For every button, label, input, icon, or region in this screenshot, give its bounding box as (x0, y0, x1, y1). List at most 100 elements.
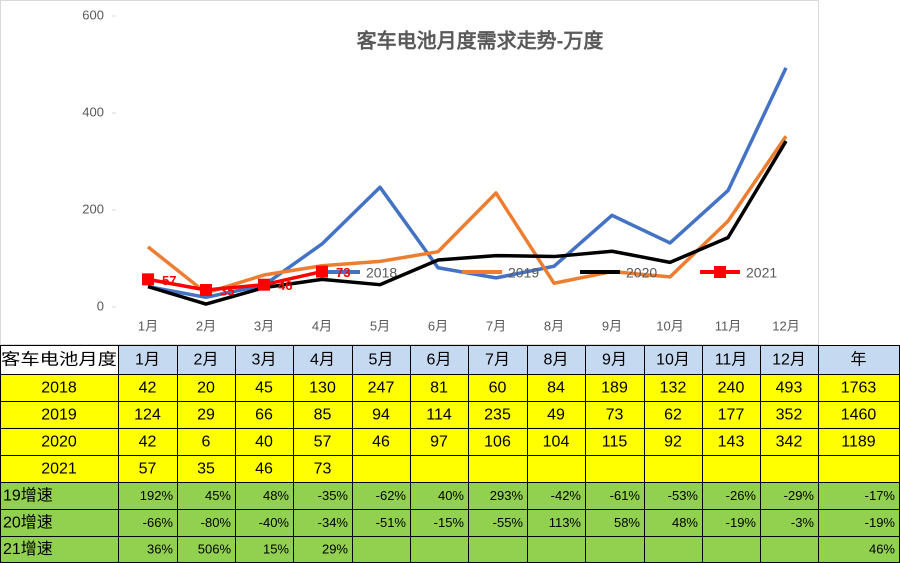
legend-marker (714, 266, 726, 278)
table-cell (527, 536, 586, 563)
table-value: -19% (726, 515, 757, 530)
table-cell (585, 428, 645, 456)
legend-label: 2019 (508, 265, 539, 281)
table-value: -15% (434, 515, 465, 530)
table-cell (818, 401, 900, 429)
y-tick-label: 400 (82, 104, 104, 119)
table-value: 124 (134, 407, 161, 424)
table-value: 21增速 (3, 540, 53, 558)
data-label: 46 (278, 278, 292, 293)
table-cell (760, 374, 819, 402)
table-value: 29 (197, 407, 215, 424)
table-cell (468, 428, 528, 456)
x-tick-label: 6月 (428, 318, 448, 333)
table-cell (235, 536, 294, 563)
table-header: 4月 (310, 352, 335, 369)
table-cell (293, 374, 353, 402)
table-header: 9月 (602, 352, 627, 369)
table-cell (118, 428, 178, 456)
table-value: 46% (869, 541, 895, 556)
table-cell (585, 374, 645, 402)
table-value: 115 (602, 434, 628, 451)
table-value: 94 (372, 407, 390, 424)
table-cell (177, 482, 236, 510)
table-value: 35 (197, 461, 215, 478)
table-value: 46 (255, 461, 273, 478)
table-cell (118, 345, 178, 375)
table-cell (644, 401, 703, 429)
table-cell (410, 536, 469, 563)
table-value: 60 (489, 380, 507, 397)
table-value: 247 (368, 380, 395, 397)
legend-label: 2018 (366, 265, 397, 281)
table-value: -61% (610, 488, 641, 503)
table-value: 235 (484, 407, 511, 424)
table-header: 3月 (252, 352, 277, 369)
table-value: 36% (147, 541, 173, 556)
table-value: 342 (776, 434, 803, 451)
x-tick-label: 10月 (656, 318, 683, 333)
table-cell (585, 509, 645, 537)
table-value: 1763 (841, 380, 877, 397)
series-marker (142, 273, 154, 286)
series-marker (200, 284, 212, 297)
table-cell (235, 345, 294, 375)
table-value: 1460 (841, 407, 877, 424)
table-cell (235, 509, 294, 537)
x-tick-label: 9月 (602, 318, 622, 333)
table-value: 114 (426, 407, 452, 424)
table-value: 81 (430, 380, 448, 397)
table-value: -40% (259, 515, 290, 530)
table-value: 189 (601, 380, 628, 397)
table-cell (293, 482, 353, 510)
table-cell (644, 455, 703, 483)
table-value: -34% (318, 515, 349, 530)
series-line (146, 135, 788, 295)
table-value: 106 (484, 434, 511, 451)
chart-area (0, 0, 819, 345)
table-cell (818, 455, 900, 483)
table-value: 48% (263, 488, 289, 503)
table-value: 177 (718, 407, 745, 424)
table-cell (177, 401, 236, 429)
table-cell (585, 536, 645, 563)
table-cell (468, 374, 528, 402)
series-line (147, 140, 788, 306)
table-value: -17% (865, 488, 896, 503)
table-value: -66% (143, 515, 174, 530)
data-label: 35 (220, 283, 234, 298)
table-cell (702, 401, 761, 429)
table-cell (702, 482, 761, 510)
table-cell (644, 536, 703, 563)
x-tick-label: 12月 (772, 318, 799, 333)
table-value: 293% (490, 488, 524, 503)
table-cell (585, 401, 645, 429)
table-value: 104 (543, 434, 570, 451)
table-value: 506% (198, 541, 232, 556)
table-header: 6月 (427, 352, 452, 369)
table-value: 57 (139, 461, 157, 478)
table-value: -35% (318, 488, 349, 503)
legend-label: 2021 (746, 265, 777, 281)
table-value: 20增速 (3, 514, 53, 532)
table-cell (177, 536, 236, 563)
table-cell (468, 509, 528, 537)
x-tick-label: 4月 (312, 318, 332, 333)
x-tick-label: 11月 (715, 318, 742, 333)
table-cell (468, 536, 528, 563)
table-value: 29% (322, 541, 348, 556)
table-value: 84 (547, 380, 565, 397)
table-cell (760, 345, 819, 375)
chart-title: 客车电池月度需求走势-万度 (356, 28, 605, 52)
table-header: 12月 (772, 352, 806, 369)
table-value: 2021 (41, 461, 77, 478)
table-cell (644, 482, 703, 510)
y-tick-label: 600 (82, 7, 104, 22)
table-value: 20 (197, 380, 215, 397)
table-value: 352 (776, 407, 803, 424)
table-cell (760, 536, 819, 563)
table-cell (235, 374, 294, 402)
table-cell (293, 509, 353, 537)
table-value: 2020 (41, 434, 77, 451)
table-cell (0, 509, 119, 537)
